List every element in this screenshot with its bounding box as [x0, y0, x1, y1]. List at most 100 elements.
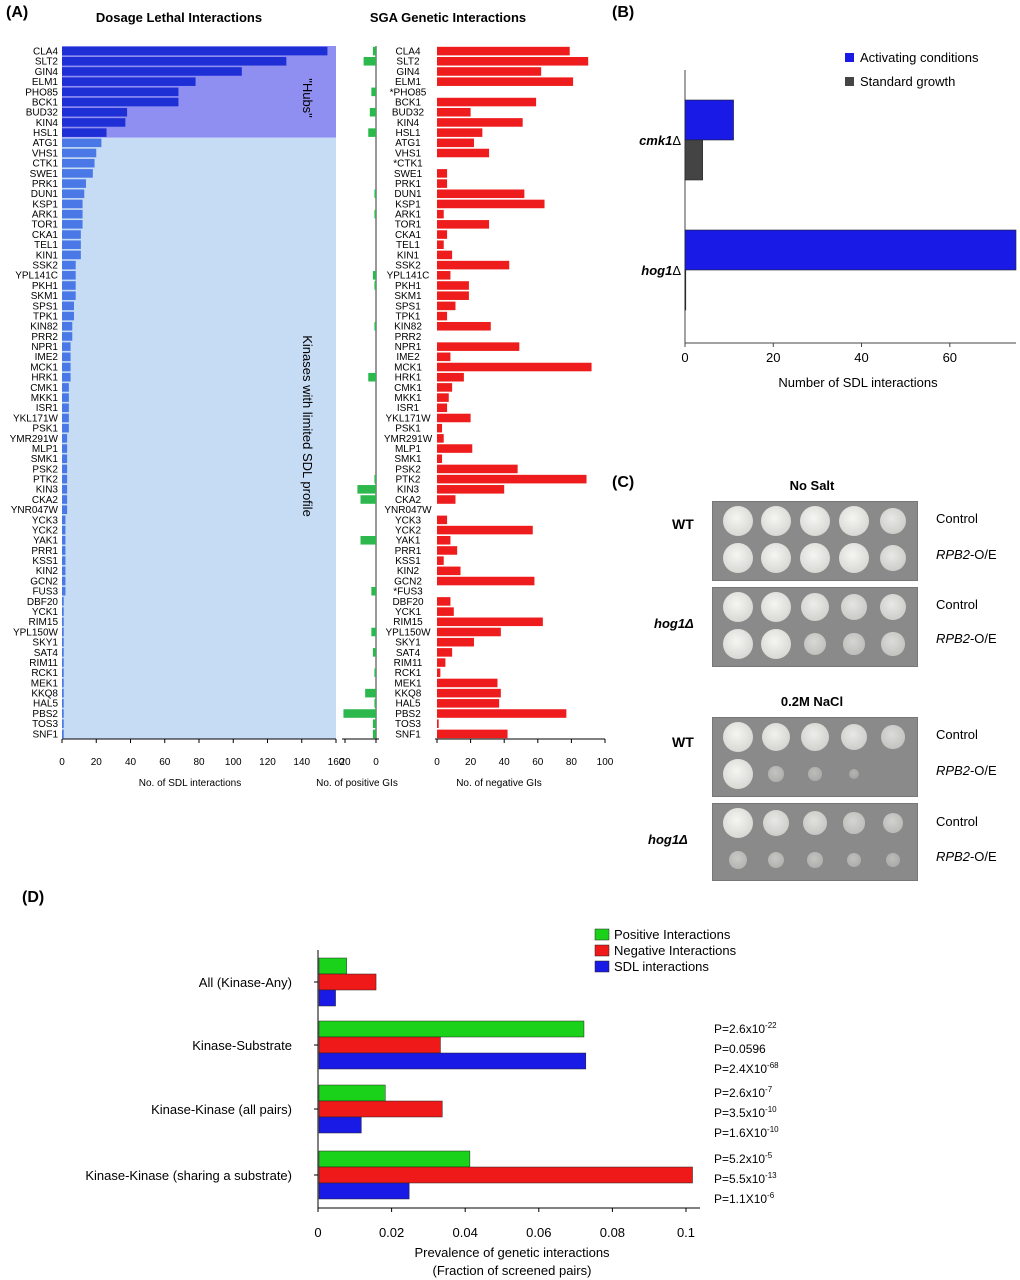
negative-gi-bar	[437, 678, 498, 688]
sdl-bar	[62, 393, 69, 402]
sga-category-label: *PHO85	[390, 87, 427, 98]
positive-gi-bar	[374, 668, 376, 678]
sga-category-label: YKL171W	[385, 413, 431, 424]
negative-gi-bar	[437, 67, 542, 76]
negative-gi-bar	[437, 413, 471, 423]
negative-gi-bar	[437, 352, 451, 362]
hubs-region-label: "Hubs"	[300, 78, 315, 118]
negative-gi-bar	[437, 240, 444, 250]
positive-gi-bar	[343, 709, 376, 718]
sdl-category-label: RCK1	[31, 668, 58, 679]
negative-gi-bar	[437, 57, 589, 66]
sdl-category-label: ARK1	[32, 210, 59, 221]
sga-chart-title: SGA Genetic Interactions	[370, 10, 526, 25]
sdl-category-label: YCK2	[32, 525, 59, 536]
sga-category-label: PRK1	[395, 179, 422, 190]
sga-category-label: PRR2	[395, 332, 422, 343]
sga-category-label: MKK1	[394, 393, 422, 404]
positive-gi-bar	[368, 372, 376, 382]
legend-label-standard-growth: Standard growth	[860, 74, 955, 89]
sga-category-label: KSP1	[395, 199, 421, 210]
sdl-category-label: KKQ8	[31, 689, 58, 700]
yeast-colony	[723, 543, 753, 573]
sdl-tick-label: 100	[225, 757, 242, 768]
sdl-category-label: PRK1	[32, 179, 59, 190]
panel-d-category-label: Kinase-Kinase (sharing a substrate)	[85, 1168, 292, 1183]
sdl-category-label: CMK1	[30, 383, 58, 394]
sdl-category-label: PBS2	[32, 709, 58, 720]
sdl-bar	[62, 556, 66, 565]
sdl-category-label: ELM1	[32, 77, 59, 88]
negative-gi-bar	[437, 250, 453, 260]
sdl-bar	[62, 485, 68, 494]
sdl-chart-title: Dosage Lethal Interactions	[96, 10, 262, 25]
sdl-category-label: KSS1	[32, 556, 58, 567]
legend-label-sdl-interactions: SDL interactions	[614, 959, 709, 974]
negative-gi-bar	[437, 403, 448, 413]
positive-gi-bar	[371, 87, 376, 97]
sga-category-label: YCK2	[395, 525, 422, 536]
sdl-bar	[62, 688, 64, 698]
panel-d-tick-label: 0.04	[453, 1225, 478, 1240]
yeast-colony	[729, 851, 747, 869]
yeast-colony	[801, 593, 829, 621]
p-value-base: P=3.5x10	[714, 1106, 765, 1120]
p-value-exponent: -5	[765, 1151, 773, 1160]
sdl-bar	[62, 434, 68, 443]
negative-gi-bar	[437, 260, 510, 270]
sdl-category-label: YPL141C	[15, 271, 58, 282]
sdl-bar	[62, 454, 68, 464]
panel-d-tick-label: 0.02	[379, 1225, 404, 1240]
sdl-bar	[62, 505, 68, 514]
sdl-bar	[62, 535, 66, 545]
negative-gi-bar	[437, 607, 454, 616]
yeast-colony	[761, 722, 791, 752]
panel-d-category-label: Kinase-Kinase (all pairs)	[151, 1102, 292, 1117]
sdl-bar	[62, 546, 66, 555]
sga-category-label: RIM11	[394, 658, 423, 669]
sdl-category-label: SNF1	[32, 729, 58, 740]
negative-gi-bar	[437, 301, 456, 311]
negative-gi-bar	[437, 444, 473, 453]
sdl-bar	[62, 495, 68, 504]
panel-d-bar-positive-interactions	[318, 1084, 386, 1102]
yeast-colony	[761, 592, 791, 622]
yeast-colony	[768, 766, 784, 782]
sdl-bar	[62, 189, 85, 199]
negative-gi-bar	[437, 321, 491, 331]
sga-category-label: CKA1	[395, 230, 422, 241]
yeast-colony	[762, 809, 790, 837]
sga-category-label: SWE1	[394, 169, 423, 180]
sdl-tick-label: 20	[91, 757, 103, 768]
negative-gi-bar	[437, 311, 448, 321]
p-value-exponent: -10	[765, 1105, 777, 1114]
sdl-category-label: MEK1	[31, 678, 59, 689]
panel-b-bar-standard-growth	[684, 139, 703, 181]
negative-gi-bar	[437, 658, 446, 667]
sga-category-label: YCK3	[395, 515, 422, 526]
sdl-bar	[62, 199, 83, 209]
negative-gi-bar	[437, 535, 451, 545]
negative-gi-bar	[437, 525, 533, 535]
panel-d-bar-negative-interactions	[318, 1100, 443, 1118]
panel-b-category-label: cmk1Δ	[639, 133, 681, 148]
yeast-colony	[802, 810, 828, 836]
sga-category-label: PSK1	[395, 424, 421, 435]
sga-category-label: YMR291W	[384, 434, 433, 445]
positive-gi-bar	[374, 281, 376, 290]
sdl-category-label: MLP1	[32, 444, 59, 455]
negative-gi-bar	[437, 485, 505, 494]
sdl-bar	[62, 138, 102, 148]
delta-symbol: Δ	[672, 263, 681, 278]
negative-gi-bar	[437, 454, 443, 464]
sga-category-label: KSS1	[395, 556, 421, 567]
sdl-bar-chart: CLA4SLT2GIN4ELM1PHO85BCK1BUD32KIN4HSL1AT…	[10, 46, 345, 768]
sga-category-label: PSK2	[395, 464, 421, 475]
sdl-category-label: DUN1	[31, 189, 59, 200]
p-value-base: P=2.6x10	[714, 1022, 765, 1036]
panel-d-x-axis-label-2: (Fraction of screened pairs)	[433, 1263, 592, 1278]
sdl-category-label: SAT4	[34, 648, 59, 659]
sdl-bar	[62, 57, 287, 66]
sga-category-label: TEL1	[396, 240, 420, 251]
